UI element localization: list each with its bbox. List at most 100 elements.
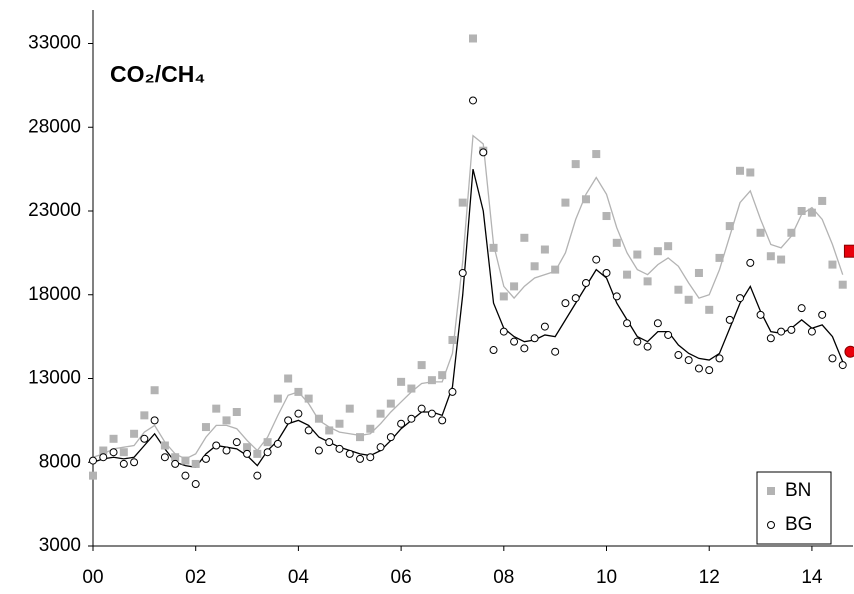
data-point — [766, 334, 775, 343]
highlight-point — [843, 244, 854, 258]
data-point — [592, 150, 601, 159]
data-point — [684, 356, 693, 365]
x-tick-label: 00 — [82, 567, 103, 588]
highlight-point — [844, 345, 854, 358]
x-tick-label: 06 — [391, 567, 412, 588]
data-point — [119, 448, 128, 457]
data-point — [212, 404, 221, 413]
data-point — [356, 454, 365, 463]
data-point — [314, 414, 323, 423]
data-point — [130, 458, 139, 467]
y-tick-label: 13000 — [28, 368, 81, 389]
data-point — [561, 198, 570, 207]
data-point — [366, 453, 375, 462]
data-point — [89, 456, 97, 465]
data-point — [345, 449, 354, 458]
x-tick-label: 02 — [185, 567, 206, 588]
data-point — [376, 443, 385, 452]
data-point — [407, 384, 416, 393]
data-point — [633, 250, 642, 259]
data-point — [356, 433, 365, 442]
data-point — [653, 247, 662, 256]
data-point — [109, 448, 118, 457]
data-point — [273, 394, 282, 403]
data-point — [499, 327, 508, 336]
data-point — [818, 310, 827, 319]
y-tick-label: 8000 — [39, 451, 81, 472]
data-point — [201, 423, 210, 432]
data-point — [530, 262, 539, 271]
data-point — [684, 295, 693, 304]
data-point — [725, 222, 734, 231]
data-point — [797, 207, 806, 215]
chart-title: CO₂/CH₄ — [110, 61, 205, 87]
data-point — [222, 446, 231, 455]
data-point — [325, 438, 334, 447]
data-point — [787, 325, 796, 334]
data-point — [469, 34, 477, 43]
data-point — [222, 416, 231, 425]
data-point — [551, 347, 560, 356]
data-point — [212, 441, 221, 450]
data-point — [150, 416, 159, 425]
data-point — [828, 260, 837, 269]
data-point — [458, 268, 467, 277]
data-point — [335, 444, 344, 453]
data-point — [386, 399, 395, 408]
data-point — [694, 364, 703, 373]
data-point — [140, 411, 149, 420]
data-point — [612, 292, 621, 301]
x-tick-label: 10 — [596, 567, 617, 588]
legend-label: BG — [785, 514, 812, 535]
data-point — [160, 441, 169, 450]
data-point — [520, 233, 529, 242]
y-tick-label: 23000 — [28, 200, 81, 221]
data-point — [335, 419, 344, 428]
data-point — [232, 438, 241, 447]
data-point — [366, 424, 375, 433]
data-point — [273, 439, 282, 448]
data-point — [602, 268, 611, 277]
data-point — [787, 228, 796, 237]
data-point — [181, 471, 190, 480]
data-point — [181, 456, 190, 465]
data-point — [489, 243, 498, 252]
data-point — [243, 449, 252, 458]
data-point — [633, 337, 642, 346]
data-point — [674, 351, 683, 360]
data-point — [756, 228, 765, 237]
data-point — [715, 253, 724, 262]
data-point — [253, 471, 262, 480]
data-point — [427, 409, 436, 418]
data-point — [201, 454, 210, 463]
data-point — [736, 166, 745, 175]
legend-label: BN — [785, 480, 811, 501]
data-point — [777, 255, 786, 264]
data-point — [243, 443, 252, 452]
data-point — [458, 198, 467, 207]
legend-marker — [767, 521, 775, 529]
data-point — [294, 387, 303, 396]
x-tick-label: 14 — [801, 567, 823, 588]
data-point — [294, 409, 303, 418]
data-point — [130, 429, 139, 438]
data-point — [571, 294, 580, 303]
trend-line — [92, 134, 844, 460]
data-point — [746, 258, 755, 267]
data-point — [705, 366, 714, 375]
data-point — [99, 453, 108, 462]
y-tick-label: 28000 — [28, 116, 81, 137]
legend-box — [756, 471, 832, 545]
data-point — [345, 404, 354, 413]
data-point — [253, 449, 262, 458]
data-point — [304, 394, 313, 403]
data-point — [284, 374, 293, 383]
data-point — [376, 409, 385, 418]
data-point — [736, 294, 745, 303]
data-point — [489, 346, 498, 355]
data-point — [705, 305, 714, 314]
data-point — [232, 408, 241, 416]
data-point — [263, 438, 272, 447]
data-point — [623, 270, 632, 279]
